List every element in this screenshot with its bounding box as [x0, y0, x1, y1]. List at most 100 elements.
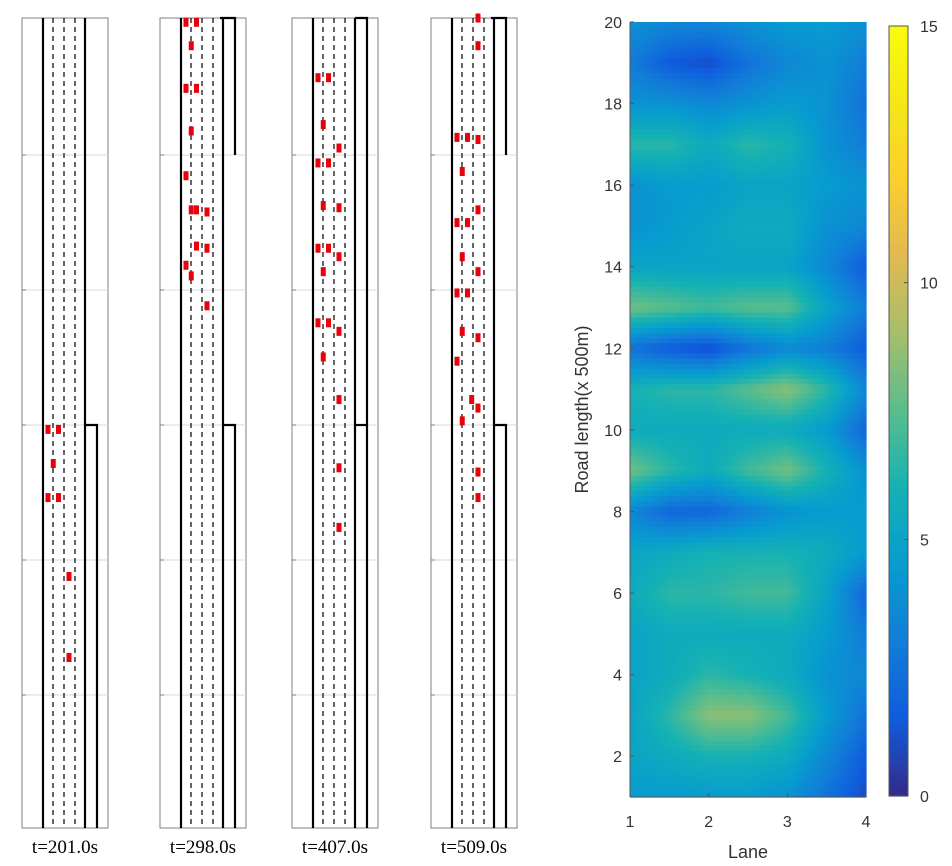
heatmap-cell	[689, 389, 694, 395]
heatmap-cell	[744, 210, 749, 217]
heatmap-cell	[728, 327, 733, 334]
heatmap-cell	[748, 180, 753, 186]
heatmap-cell	[649, 419, 655, 426]
heatmap-cell	[649, 654, 655, 660]
heatmap-cell	[712, 506, 718, 513]
heatmap-cell	[720, 231, 725, 237]
heatmap-cell	[700, 776, 706, 783]
heatmap-cell	[692, 67, 698, 74]
heatmap-cell	[665, 302, 670, 309]
heatmap-cell	[724, 434, 729, 441]
heatmap-cell	[720, 557, 725, 564]
heatmap-cell	[685, 88, 690, 94]
heatmap-cell	[716, 740, 722, 747]
heatmap-cell	[689, 139, 694, 145]
heatmap-cell	[645, 429, 651, 436]
heatmap-cell	[740, 129, 745, 135]
heatmap-cell	[661, 700, 666, 706]
heatmap-cell	[724, 735, 729, 742]
heatmap-cell	[645, 256, 651, 263]
heatmap-cell	[740, 572, 745, 579]
heatmap-cell	[700, 674, 706, 681]
heatmap-cell	[653, 644, 659, 650]
heatmap-cell	[704, 93, 710, 100]
heatmap-cell	[657, 134, 663, 140]
heatmap-cell	[689, 705, 694, 711]
heatmap-cell	[692, 22, 698, 28]
heatmap-cell	[748, 761, 753, 768]
heatmap-cell	[681, 338, 686, 344]
heatmap-cell	[700, 547, 706, 553]
heatmap-cell	[744, 190, 749, 196]
heatmap-cell	[681, 506, 686, 513]
heatmap-cell	[728, 169, 733, 176]
heatmap-cell	[661, 491, 666, 497]
heatmap-cell	[633, 710, 639, 717]
heatmap-cell	[751, 256, 757, 263]
heatmap-cell	[744, 608, 749, 615]
heatmap-cell	[724, 756, 729, 762]
heatmap-cell	[661, 307, 666, 314]
heatmap-cell	[633, 164, 639, 171]
heatmap-cell	[657, 715, 663, 722]
heatmap-cell	[716, 720, 722, 727]
heatmap-cell	[685, 608, 690, 615]
heatmap-cell	[630, 338, 635, 344]
heatmap-cell	[712, 98, 718, 105]
heatmap-cell	[740, 220, 745, 227]
heatmap-cell	[708, 654, 714, 660]
heatmap-cell	[724, 526, 729, 533]
heatmap-cell	[696, 123, 702, 130]
heatmap-cell	[681, 195, 686, 202]
heatmap-cell	[700, 368, 706, 375]
heatmap-cell	[689, 307, 694, 314]
heatmap-cell	[637, 735, 643, 742]
heatmap-cell	[692, 633, 698, 640]
heatmap-cell	[681, 725, 686, 732]
heatmap-cell	[657, 108, 663, 115]
heatmap-cell	[657, 67, 663, 74]
heatmap-cell	[641, 333, 647, 339]
heatmap-cell	[700, 129, 706, 135]
heatmap-cell	[653, 210, 659, 217]
heatmap-cells	[630, 22, 867, 798]
heatmap-cell	[751, 67, 757, 74]
heatmap-cell	[657, 695, 663, 701]
heatmap-cell	[751, 251, 757, 258]
heatmap-cell	[685, 93, 690, 100]
heatmap-cell	[689, 159, 694, 166]
heatmap-cell	[740, 22, 745, 28]
heatmap-cell	[681, 664, 686, 671]
heatmap-cell	[708, 746, 714, 752]
heatmap-cell	[696, 190, 702, 196]
heatmap-cell	[661, 113, 666, 120]
heatmap-cell	[661, 185, 666, 191]
heatmap-cell	[669, 485, 674, 492]
heatmap-cell	[657, 429, 663, 436]
heatmap-cell	[645, 409, 651, 416]
heatmap-cell	[689, 373, 694, 380]
heatmap-cell	[681, 720, 686, 727]
heatmap-cell	[641, 409, 647, 416]
heatmap-cell	[716, 593, 722, 599]
heatmap-cell	[692, 322, 698, 329]
heatmap-cell	[689, 644, 694, 650]
heatmap-cell	[720, 419, 725, 426]
heatmap-cell	[696, 664, 702, 671]
heatmap-cell	[732, 669, 737, 676]
heatmap-cell	[751, 378, 757, 385]
heatmap-cell	[653, 129, 659, 135]
heatmap-cell	[708, 220, 714, 227]
heatmap-cell	[637, 327, 643, 334]
heatmap-cell	[649, 394, 655, 400]
heatmap-cell	[744, 766, 749, 773]
heatmap-cell	[748, 608, 753, 615]
heatmap-cell	[653, 174, 659, 181]
heatmap-cell	[689, 271, 694, 278]
heatmap-cell	[630, 384, 635, 390]
heatmap-cell	[696, 598, 702, 604]
heatmap-cell	[630, 572, 635, 579]
heatmap-cell	[645, 623, 651, 630]
heatmap-cell	[720, 440, 725, 446]
heatmap-cell	[637, 536, 643, 543]
